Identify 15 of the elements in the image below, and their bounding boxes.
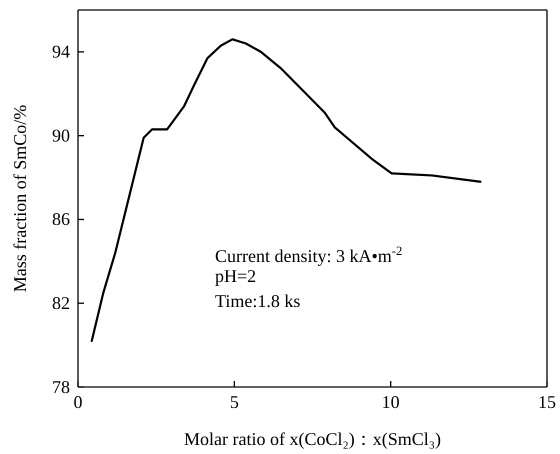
x-tick-label: 5	[230, 392, 239, 412]
x-tick-label: 0	[74, 392, 82, 412]
line-series	[90, 38, 482, 342]
y-tick-label: 82	[52, 292, 70, 313]
annotation: Current density: 3 kA•m$^{-2}$	[215, 244, 402, 266]
x-tick-label: 15	[538, 392, 556, 412]
y-tick-label: 86	[52, 209, 70, 230]
x-axis-title: Molar ratio of x(CoCl₂)：x(SmCl₃)	[184, 429, 442, 449]
y-tick-label: 90	[52, 125, 70, 146]
annotation: pH=2	[215, 266, 256, 286]
y-tick-label: 78	[52, 376, 70, 397]
x-tick-label: 10	[382, 392, 400, 412]
y-axis-title: Mass fraction of SmCo/%	[10, 104, 30, 292]
annotation: Time:1.8 ks	[215, 291, 300, 311]
y-tick-label: 94	[52, 42, 70, 62]
